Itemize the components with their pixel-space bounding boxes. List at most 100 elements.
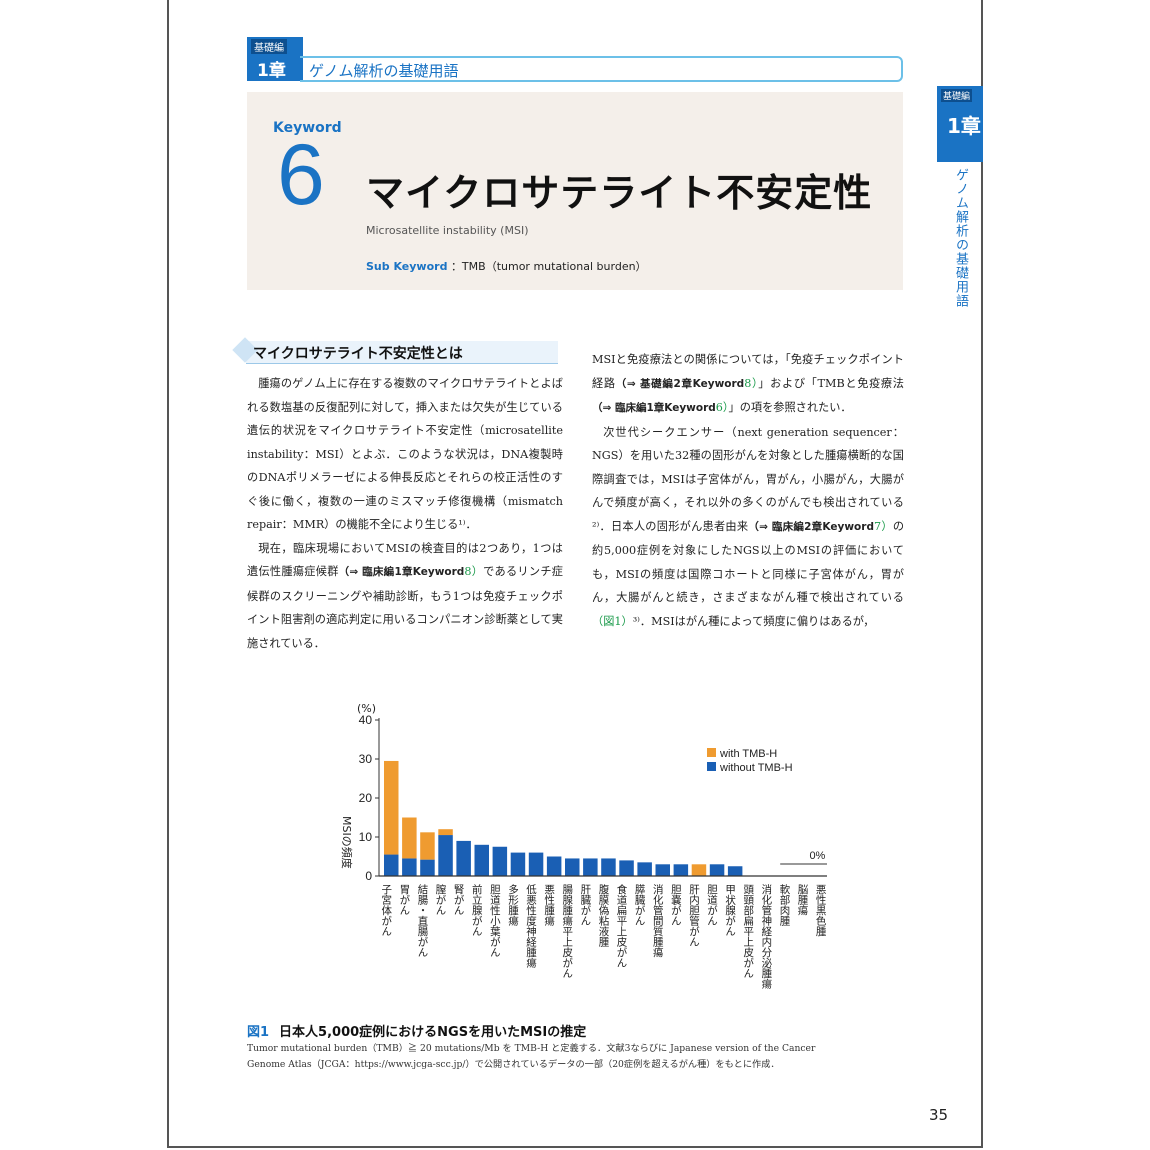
bar-with-tmb-h <box>691 864 707 876</box>
text-run: の約5,000症例を対象にしたNGS以上のMSIの評価においても，MSIの頻度は… <box>592 519 904 605</box>
side-tab: 基礎編 1章 <box>937 86 983 162</box>
keyword-box <box>247 92 903 290</box>
bar-without-tmb-h <box>565 858 580 876</box>
bar-without-tmb-h <box>637 862 652 876</box>
y-tick-label: 20 <box>359 791 373 805</box>
cross-reference-number: 8） <box>464 565 484 578</box>
cross-reference-number: 7） <box>873 519 893 533</box>
cross-reference: （⇒ 基礎編2章Keyword <box>615 377 745 390</box>
y-tick-label: 30 <box>359 752 373 766</box>
cross-reference-number: 8） <box>744 376 759 390</box>
bar-without-tmb-h <box>384 854 399 876</box>
bar-without-tmb-h <box>402 858 417 876</box>
x-tick-label: 甲状腺がん <box>724 884 736 937</box>
x-tick-label: 胆道がん <box>706 884 718 926</box>
legend-label: without TMB-H <box>719 762 793 774</box>
figure-caption-note: Tumor mutational burden（TMB）≧ 20 mutatio… <box>247 1041 903 1073</box>
figure-label: 図1 <box>247 1025 270 1040</box>
keyword-number: 6 <box>277 127 325 223</box>
section-heading-text: マイクロサテライト不安定性とは <box>253 346 463 362</box>
x-tick-label: 悪性腫瘍 <box>543 884 555 927</box>
bar-without-tmb-h <box>655 864 670 876</box>
chapter-label: 1章 <box>257 61 286 81</box>
y-tick-label: 0 <box>365 869 372 883</box>
x-tick-label: 肝臓がん <box>579 884 591 926</box>
bar-without-tmb-h <box>583 858 598 876</box>
side-vertical-title: ゲノム解析の基礎用語 <box>953 168 968 308</box>
zero-label: 0% <box>809 850 825 862</box>
body-paragraph: 次世代シークエンサー（next generation sequencer：NGS… <box>592 421 904 634</box>
keyword-title: マイクロサテライト不安定性 <box>366 171 873 215</box>
x-tick-label: 胆道性小葉がん <box>489 884 501 958</box>
x-tick-label: 胃がん <box>398 884 410 916</box>
body-right-column: MSIと免疫療法との関係については，「免疫チェックポイント経路（⇒ 基礎編2章K… <box>592 348 904 678</box>
page-number: 35 <box>929 1106 949 1124</box>
text-run: 」および「TMBと免疫療法 <box>758 376 904 390</box>
x-tick-label: 脳腫瘍 <box>797 884 809 916</box>
x-tick-label: 多形腫瘍 <box>507 883 519 927</box>
chapter-title-bar: ゲノム解析の基礎用語 <box>300 56 903 82</box>
bar-without-tmb-h <box>510 852 526 876</box>
body-paragraph: 腫瘍のゲノム上に存在する複数のマイクロサテライトとよばれる数塩基の反復配列に対し… <box>247 377 563 531</box>
body-left-column: 腫瘍のゲノム上に存在する複数のマイクロサテライトとよばれる数塩基の反復配列に対し… <box>247 372 563 682</box>
cross-reference-number: 6） <box>715 401 729 414</box>
bar-without-tmb-h <box>438 835 453 876</box>
x-tick-label: 前立腺がん <box>471 883 483 936</box>
bar-without-tmb-h <box>528 852 544 876</box>
figure-note-line: Tumor mutational burden（TMB）≧ 20 mutatio… <box>247 1043 816 1054</box>
sub-keyword-label: Sub Keyword <box>366 260 448 273</box>
x-tick-label: 腹膜偽粘液腫 <box>597 883 609 947</box>
bar-without-tmb-h <box>709 864 725 876</box>
bar-with-tmb-h <box>438 829 453 836</box>
figure-note-line: Genome Atlas（JCGA：https://www.jcga-scc.j… <box>247 1059 780 1070</box>
cross-reference: （⇒ 臨床編2章Keyword <box>748 520 874 533</box>
section-heading-bar <box>246 341 558 364</box>
text-run: MSIと免疫療法との関係については，「免疫チェックポイント経路 <box>592 353 904 390</box>
body-paragraph: 現在，臨床現場においてMSIの検査目的は2つあり，1つは遺伝性腫瘍症候群（⇒ 臨… <box>247 537 563 656</box>
legend-swatch <box>707 762 716 771</box>
bar-without-tmb-h <box>619 860 634 876</box>
x-tick-label: 結腸・直腸がん <box>416 883 428 957</box>
section-heading: マイクロサテライト不安定性とは <box>232 337 558 367</box>
bar-without-tmb-h <box>492 846 508 876</box>
text-run: ³⁾．MSIはがん種によって頻度に偏りはあるが， <box>632 614 875 628</box>
keyword-english: Microsatellite instability (MSI) <box>366 224 529 237</box>
figure-title: 日本人5,000症例におけるNGSを用いたMSIの推定 <box>279 1025 587 1040</box>
x-tick-label: 悪性黒色腫 <box>815 884 827 937</box>
side-chapter-label: 1章 <box>947 114 981 138</box>
y-unit-label: (%) <box>357 702 376 715</box>
bar-without-tmb-h <box>420 859 435 876</box>
x-tick-label: 肝内胆管がん <box>688 884 700 947</box>
x-tick-label: 低悪性度神経腫瘍 <box>525 883 537 969</box>
bar-without-tmb-h <box>601 858 616 876</box>
y-axis-label: MSIの頻度 <box>340 816 354 869</box>
text-run: 次世代シークエンサー（next generation sequencer：NGS… <box>592 425 904 533</box>
bar-with-tmb-h <box>384 760 399 855</box>
bar-without-tmb-h <box>673 864 689 876</box>
cross-reference: （⇒ 臨床編1章Keyword <box>592 402 716 414</box>
msi-bar-chart: 0 10 20 30 40(%) MSIの頻度子宮体がん 胃がん 結腸・直腸がん 膣がん 腎がん前… <box>340 702 827 990</box>
part-label: 基礎編 <box>251 39 287 54</box>
y-tick-label: 10 <box>359 830 373 844</box>
x-tick-label: 膣がん <box>435 883 447 915</box>
keyword-label: Keyword <box>273 120 342 136</box>
x-tick-label: 頭頸部扁平上皮がん <box>742 884 754 979</box>
x-tick-label: 膵臓がん <box>634 884 646 926</box>
x-tick-label: 胆嚢がん <box>670 884 682 926</box>
x-tick-label: 消化管神経内分泌腫瘍 <box>760 883 772 990</box>
bar-with-tmb-h <box>402 817 417 859</box>
x-tick-label: 子宮体がん <box>380 884 392 937</box>
body-paragraph: MSIと免疫療法との関係については，「免疫チェックポイント経路（⇒ 基礎編2章K… <box>592 348 904 421</box>
legend-swatch <box>707 748 716 757</box>
x-tick-label: 軟部肉腫 <box>778 883 790 926</box>
bar-without-tmb-h <box>456 840 471 876</box>
side-part-label: 基礎編 <box>941 89 973 102</box>
x-tick-label: 腎がん <box>453 884 465 916</box>
sub-keyword: Sub Keyword ：TMB（tumor mutational burden… <box>366 258 647 274</box>
sub-keyword-value: ：TMB（tumor mutational burden） <box>450 260 647 273</box>
figure-caption-title: 図1 日本人5,000症例におけるNGSを用いたMSIの推定 <box>247 1021 586 1040</box>
legend-label: with TMB-H <box>719 748 777 760</box>
figure-reference: （図1） <box>592 614 633 628</box>
bar-without-tmb-h <box>727 866 743 876</box>
x-tick-label: 消化管間質腫瘍 <box>652 883 664 958</box>
